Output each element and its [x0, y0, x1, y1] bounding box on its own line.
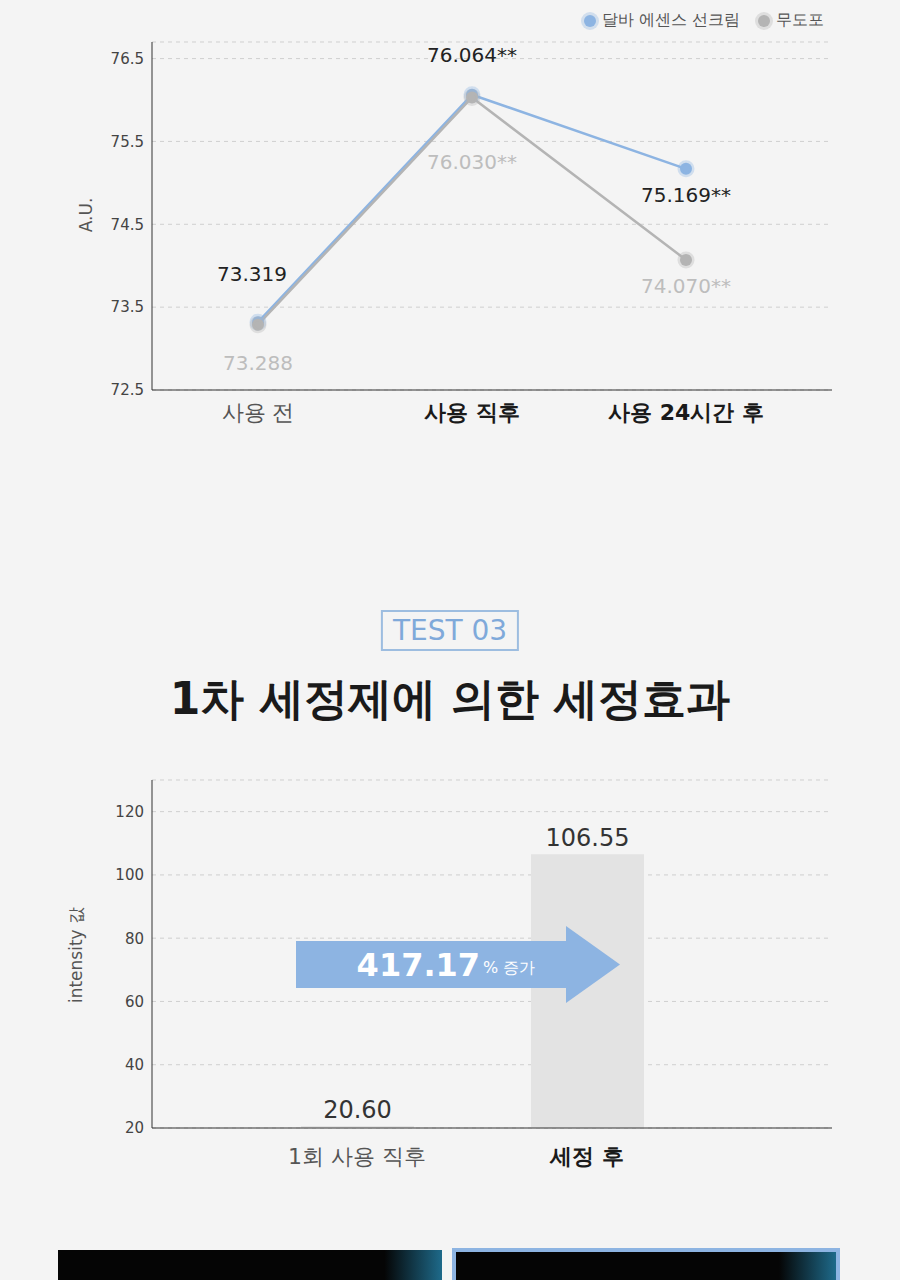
svg-text:75.5: 75.5 [111, 133, 144, 151]
html-text:% 증가: % 증가 [483, 958, 536, 977]
html-text:TEST 03: TEST 03 [392, 614, 508, 647]
svg-text:세정 후: 세정 후 [549, 1144, 624, 1169]
svg-text:80: 80 [125, 930, 144, 948]
svg-text:76.030**: 76.030** [427, 150, 517, 174]
svg-text:72.5: 72.5 [111, 381, 144, 399]
svg-text:1회 사용 직후: 1회 사용 직후 [288, 1144, 426, 1169]
svg-text:100: 100 [115, 866, 144, 884]
html-text:A.U.: A.U. [76, 197, 96, 233]
html-text:417.17: 417.17 [356, 945, 481, 984]
svg-text:73.319: 73.319 [217, 262, 287, 286]
svg-text:40: 40 [125, 1056, 144, 1074]
svg-text:사용 전: 사용 전 [222, 400, 295, 425]
svg-text:사용 24시간 후: 사용 24시간 후 [608, 400, 764, 425]
html-text:1차 세정제에 의한 세정효과: 1차 세정제에 의한 세정효과 [169, 673, 731, 724]
html-text:달바 에센스 선크림: 달바 에센스 선크림 [601, 10, 740, 29]
svg-text:사용 직후: 사용 직후 [424, 400, 520, 425]
svg-text:20: 20 [125, 1119, 144, 1137]
svg-text:120: 120 [115, 803, 144, 821]
svg-text:20.60: 20.60 [323, 1096, 392, 1124]
svg-text:73.288: 73.288 [223, 351, 293, 375]
svg-text:73.5: 73.5 [111, 298, 144, 316]
svg-text:60: 60 [125, 993, 144, 1011]
svg-text:74.070**: 74.070** [641, 274, 731, 298]
svg-text:76.5: 76.5 [111, 50, 144, 68]
svg-text:75.169**: 75.169** [641, 183, 731, 207]
html-text:무도포: 무도포 [776, 10, 824, 29]
svg-text:74.5: 74.5 [111, 216, 144, 234]
svg-text:106.55: 106.55 [546, 824, 630, 852]
svg-text:76.064**: 76.064** [427, 43, 517, 67]
html-text:intensity 값: intensity 값 [65, 906, 86, 1004]
